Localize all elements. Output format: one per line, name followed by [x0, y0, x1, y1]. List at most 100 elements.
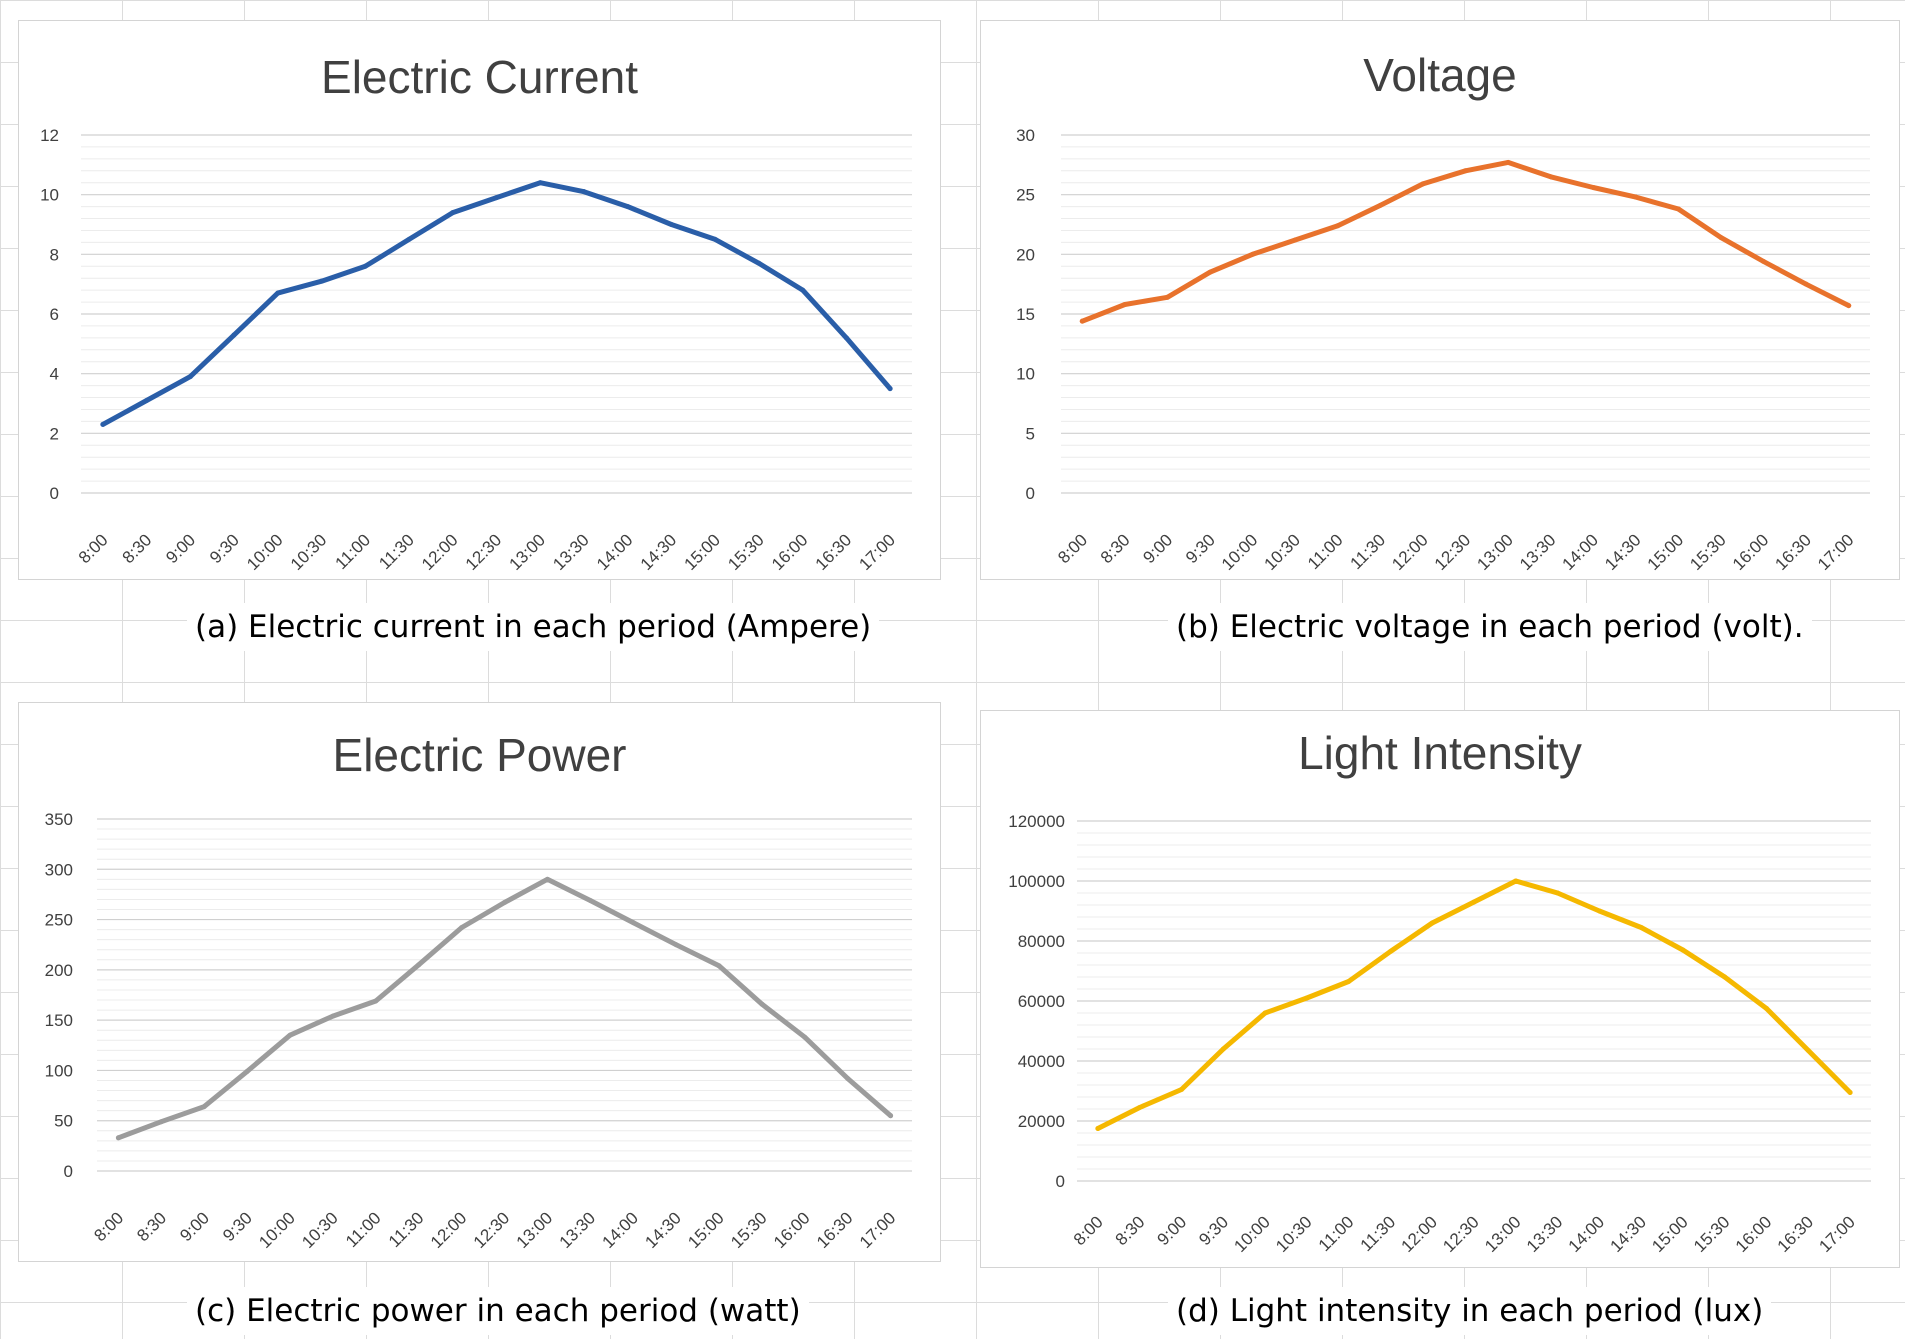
y-tick-label: 4	[50, 365, 59, 384]
x-tick-label: 17:00	[1814, 530, 1858, 574]
x-tick-label: 14:30	[641, 1208, 685, 1252]
x-tick-label: 11:00	[342, 1208, 385, 1251]
data-point	[373, 998, 379, 1004]
y-tick-label: 150	[45, 1011, 73, 1030]
data-point	[1429, 920, 1435, 926]
x-tick-label: 11:30	[1347, 530, 1390, 573]
y-tick-label: 30	[1016, 126, 1035, 145]
data-point	[759, 1001, 765, 1007]
x-tick-label: 9:30	[1182, 530, 1219, 567]
x-tick-label: 13:00	[1481, 1212, 1525, 1256]
data-point	[1262, 1010, 1268, 1016]
y-tick-label: 2	[50, 424, 59, 443]
y-tick-label: 12	[40, 126, 59, 145]
data-point	[231, 332, 237, 338]
x-tick-label: 10:00	[1218, 530, 1262, 574]
data-point	[537, 180, 543, 186]
x-tick-label: 17:00	[855, 530, 899, 574]
data-point	[115, 1135, 121, 1141]
y-tick-label: 300	[45, 860, 73, 879]
data-point	[406, 236, 412, 242]
data-point	[1590, 185, 1596, 191]
data-point	[416, 962, 422, 968]
light-intensity-caption: (d) Light intensity in each period (lux)	[1168, 1287, 1772, 1335]
data-point	[1675, 206, 1681, 212]
y-tick-label: 0	[64, 1162, 73, 1181]
x-tick-label: 9:00	[162, 530, 199, 567]
data-point	[1680, 947, 1686, 953]
x-tick-label: 13:30	[556, 1208, 600, 1252]
y-tick-label: 100	[45, 1061, 73, 1080]
electric-current-chart: Electric Current 0 2 4 6 8 10 12 8:00 8:30 9:00 9:3…	[18, 20, 941, 580]
series-line	[1079, 159, 1852, 324]
x-tick-label: 9:30	[206, 530, 243, 567]
data-point	[1220, 1046, 1226, 1052]
x-tick-label: 10:30	[1260, 530, 1304, 574]
data-point	[502, 899, 507, 905]
data-point	[1718, 235, 1724, 241]
x-tick-label: 16:00	[768, 530, 812, 574]
data-point	[1463, 168, 1468, 174]
chart-title: Electric Current	[321, 51, 638, 103]
data-point	[1633, 194, 1639, 200]
x-tick-label: 10:00	[1230, 1212, 1274, 1256]
data-point	[843, 335, 849, 341]
data-point	[1304, 995, 1310, 1001]
y-tick-label: 100000	[1008, 872, 1065, 891]
data-point	[887, 386, 893, 392]
x-tick-label: 8:30	[119, 530, 156, 567]
chart-svg: Electric Current 0 2 4 6 8 10 12 8:00 8:30 9:00 9:3…	[40, 51, 912, 574]
x-tick-label: 13:00	[506, 530, 550, 574]
y-tick-label: 40000	[1018, 1052, 1065, 1071]
x-tick-label: 12:30	[462, 530, 506, 574]
x-tick-label: 16:30	[813, 1208, 857, 1252]
data-point	[1079, 318, 1085, 324]
data-point	[587, 897, 593, 903]
chart-svg: Electric Power 0 50 100 150 200 250 300 350 8:00 8…	[45, 729, 912, 1252]
x-tick-label: 15:00	[1648, 1212, 1692, 1256]
x-tick-label: 9:00	[176, 1208, 213, 1245]
data-point	[187, 374, 193, 380]
x-tick-label: 13:30	[1516, 530, 1560, 574]
x-tick-label: 16:00	[1732, 1212, 1776, 1256]
x-tick-label: 16:00	[1729, 530, 1773, 574]
data-point	[716, 963, 722, 969]
data-point	[1548, 174, 1554, 180]
x-tick-label: 14:30	[637, 530, 681, 574]
data-point	[1137, 1105, 1143, 1110]
chart-svg: Voltage 0 5 10 15 20 25 30 8:00 8:30 9:00 9:30 10:00…	[1016, 49, 1870, 574]
data-point	[1805, 1048, 1811, 1053]
x-tick-label: 15:00	[684, 1208, 728, 1252]
data-point	[1335, 223, 1341, 229]
y-tick-label: 10	[40, 186, 59, 205]
data-point	[330, 1013, 336, 1019]
x-tick-label: 8:30	[133, 1208, 170, 1245]
data-point	[1164, 294, 1170, 300]
x-tick-label: 11:00	[1304, 530, 1347, 573]
data-point	[1420, 181, 1426, 187]
data-point	[459, 925, 465, 931]
voltage-chart: Voltage 0 5 10 15 20 25 30 8:00 8:30 9:00 9:30 10:00…	[980, 20, 1900, 580]
chart-title: Voltage	[1363, 49, 1516, 101]
x-tick-label: 15:30	[727, 1208, 771, 1252]
data-point	[319, 278, 325, 284]
y-tick-label: 15	[1016, 305, 1035, 324]
x-tick-label: 10:30	[298, 1208, 342, 1252]
data-point	[1346, 979, 1352, 984]
x-tick-label: 8:00	[75, 530, 112, 567]
x-tick-label: 14:00	[1565, 1212, 1609, 1256]
y-tick-label: 0	[1026, 484, 1035, 503]
x-tick-label: 17:00	[1815, 1212, 1859, 1256]
chart-title: Electric Power	[333, 729, 627, 781]
x-tick-label: 16:30	[1771, 530, 1815, 574]
data-point	[1250, 251, 1256, 257]
data-point	[756, 260, 762, 266]
x-tick-label: 9:30	[219, 1208, 256, 1245]
x-tick-label: 13:30	[549, 530, 593, 574]
data-point	[1387, 949, 1393, 954]
x-tick-label: 11:30	[1357, 1212, 1400, 1255]
data-point	[1095, 1126, 1101, 1131]
x-tick-label: 15:30	[724, 530, 768, 574]
x-tick-label: 11:30	[375, 530, 418, 573]
x-tick-label: 14:30	[1601, 530, 1645, 574]
